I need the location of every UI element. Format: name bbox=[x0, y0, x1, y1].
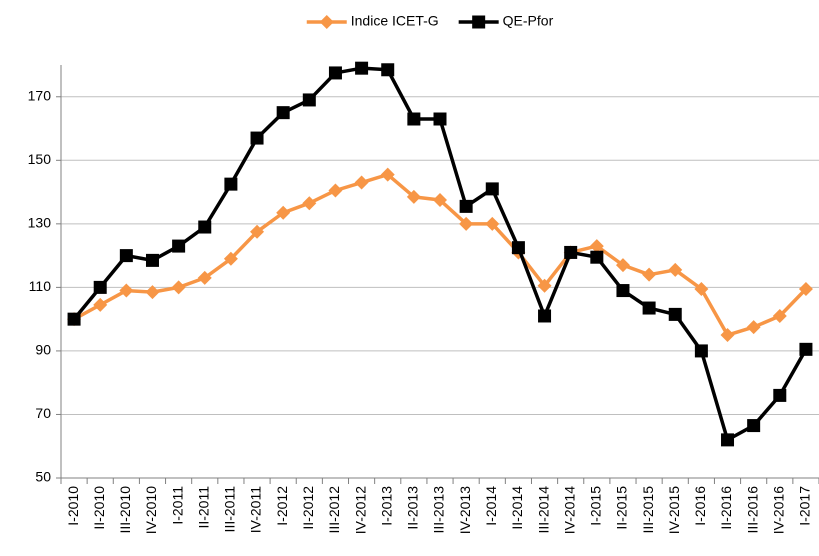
x-tick-label: III-2015 bbox=[640, 486, 656, 534]
x-tick-label: IV-2012 bbox=[352, 486, 368, 534]
data-point bbox=[668, 262, 683, 277]
data-point bbox=[328, 183, 343, 198]
data-point bbox=[485, 216, 500, 231]
x-tick-label: I-2014 bbox=[483, 486, 499, 526]
data-point bbox=[747, 419, 761, 433]
data-point bbox=[772, 308, 787, 323]
x-tick-label: IV-2014 bbox=[561, 486, 577, 534]
data-point bbox=[171, 280, 186, 295]
x-tick-label: II-2013 bbox=[405, 486, 421, 530]
x-tick-label: II-2012 bbox=[300, 486, 316, 530]
x-tick-label: IV-2016 bbox=[770, 486, 786, 534]
data-point bbox=[250, 131, 264, 145]
y-tick-label: 130 bbox=[28, 215, 52, 231]
y-tick-label: 110 bbox=[29, 278, 52, 294]
data-point bbox=[93, 280, 107, 294]
data-point bbox=[799, 342, 813, 356]
x-tick-label: II-2016 bbox=[718, 486, 734, 530]
data-point bbox=[459, 216, 474, 231]
x-tick-label: III-2013 bbox=[431, 486, 447, 534]
x-tick-label: I-2016 bbox=[692, 486, 708, 526]
data-point bbox=[93, 297, 108, 312]
data-point bbox=[407, 112, 421, 126]
legend-marker bbox=[319, 15, 334, 29]
x-tick-label: IV-2011 bbox=[248, 486, 264, 533]
data-point bbox=[459, 199, 473, 213]
x-tick-label: I-2011 bbox=[169, 486, 185, 525]
data-point bbox=[798, 281, 813, 296]
data-point bbox=[355, 61, 369, 75]
data-point bbox=[119, 249, 133, 263]
data-point bbox=[642, 301, 656, 315]
data-point bbox=[694, 344, 708, 358]
data-point bbox=[328, 66, 342, 80]
data-point bbox=[380, 167, 395, 182]
legend-label: Indice ICET-G bbox=[351, 13, 439, 29]
data-point bbox=[590, 250, 604, 264]
x-tick-label: IV-2013 bbox=[457, 486, 473, 534]
data-point bbox=[485, 182, 499, 196]
data-point bbox=[250, 224, 265, 239]
data-point bbox=[564, 245, 578, 259]
data-point bbox=[615, 258, 630, 273]
x-tick-label: III-2011 bbox=[222, 486, 238, 533]
x-tick-label: I-2013 bbox=[378, 486, 394, 526]
x-tick-label: II-2014 bbox=[509, 486, 525, 530]
data-point bbox=[720, 328, 735, 343]
data-point bbox=[433, 112, 447, 126]
data-point bbox=[694, 281, 709, 296]
y-tick-label: 170 bbox=[28, 87, 52, 103]
data-point bbox=[433, 193, 447, 208]
legend-marker bbox=[472, 15, 486, 29]
data-point bbox=[276, 205, 291, 220]
legend-item: QE-Pfor bbox=[458, 13, 554, 29]
data-point bbox=[537, 278, 552, 293]
data-point bbox=[67, 312, 81, 326]
data-point bbox=[616, 284, 630, 298]
data-point bbox=[721, 433, 735, 447]
legend: Indice ICET-G QE-Pfor bbox=[306, 13, 554, 29]
data-point bbox=[668, 307, 682, 321]
data-point bbox=[302, 196, 317, 211]
data-point bbox=[589, 239, 604, 254]
x-tick-label: IV-2015 bbox=[666, 486, 682, 534]
x-tick-label: III-2012 bbox=[326, 486, 342, 534]
legend-label: QE-Pfor bbox=[503, 13, 554, 29]
x-tick-label: I-2017 bbox=[797, 486, 813, 526]
x-tick-label: III-2014 bbox=[535, 486, 551, 534]
data-point bbox=[198, 220, 212, 234]
data-point bbox=[223, 251, 238, 266]
data-point bbox=[511, 241, 525, 255]
data-point bbox=[197, 270, 212, 285]
x-tick-label: II-2011 bbox=[195, 486, 211, 529]
x-tick-label: III-2016 bbox=[744, 486, 760, 534]
y-tick-label: 90 bbox=[35, 342, 51, 358]
data-point bbox=[276, 106, 290, 120]
x-tick-label: III-2010 bbox=[117, 486, 133, 534]
data-point bbox=[538, 309, 552, 323]
data-point bbox=[381, 63, 395, 77]
data-point bbox=[642, 267, 657, 282]
x-tick-label: I-2015 bbox=[588, 486, 604, 526]
legend-item: Indice ICET-G bbox=[306, 13, 439, 29]
y-tick-label: 50 bbox=[35, 469, 51, 485]
x-tick-label: I-2012 bbox=[274, 486, 290, 526]
data-point bbox=[302, 93, 316, 107]
y-tick-label: 150 bbox=[28, 151, 52, 167]
x-tick-label: II-2015 bbox=[614, 486, 630, 530]
data-point bbox=[172, 239, 186, 253]
x-tick-label: I-2010 bbox=[65, 486, 81, 526]
data-point bbox=[119, 283, 134, 298]
x-tick-label: II-2010 bbox=[91, 486, 107, 530]
data-point bbox=[773, 388, 787, 402]
data-point bbox=[746, 320, 761, 335]
data-point bbox=[406, 189, 421, 204]
data-point bbox=[145, 285, 160, 300]
data-point bbox=[354, 175, 369, 190]
x-tick-label: IV-2010 bbox=[143, 486, 159, 534]
data-point bbox=[145, 253, 159, 267]
y-tick-label: 70 bbox=[35, 405, 51, 421]
data-point bbox=[224, 177, 238, 191]
